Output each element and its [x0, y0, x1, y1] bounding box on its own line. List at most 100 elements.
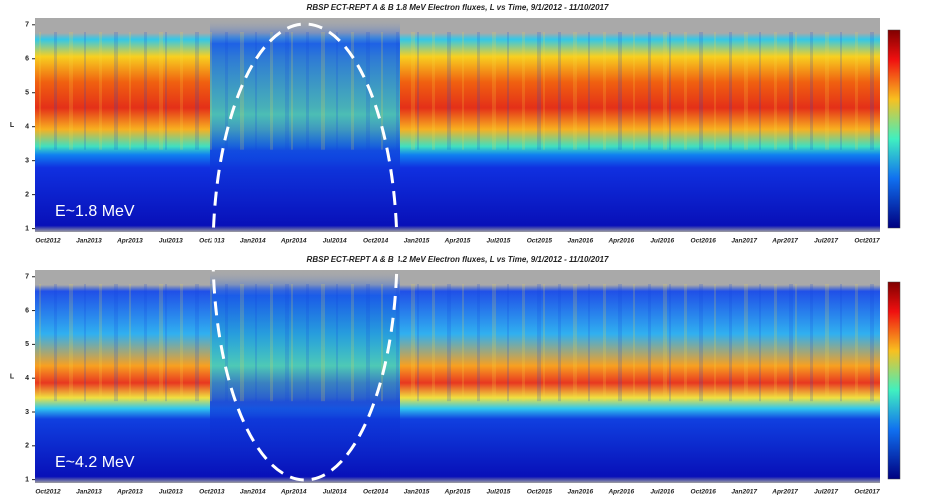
- texture-stripe: [558, 284, 561, 402]
- texture-stripe: [543, 32, 545, 150]
- x-tick-label: Jan2013: [76, 489, 102, 496]
- texture-stripe: [129, 32, 131, 150]
- texture-stripe: [663, 284, 667, 402]
- x-tick-label: Apr2016: [607, 238, 634, 245]
- texture-stripe: [159, 284, 163, 402]
- x-tick-label: Jan2013: [76, 238, 102, 245]
- texture-stripe: [714, 32, 716, 150]
- texture-stripe: [411, 32, 415, 150]
- texture-stripe: [855, 284, 858, 402]
- x-tick-label: Apr2013: [116, 238, 143, 245]
- x-tick-label: Apr2014: [280, 238, 307, 245]
- texture-stripe: [507, 32, 509, 150]
- y-tick-label: 5: [25, 341, 29, 348]
- texture-stripe: [84, 284, 86, 402]
- x-tick-label: Apr2017: [771, 238, 798, 245]
- x-tick-label: Jul2015: [487, 489, 511, 496]
- quiet-interval: [210, 18, 400, 232]
- texture-stripe: [225, 284, 228, 402]
- y-axis-label: L: [10, 373, 15, 380]
- texture-stripe: [165, 32, 167, 150]
- texture-stripe: [240, 284, 244, 402]
- texture-stripe: [270, 32, 273, 150]
- texture-stripe: [366, 284, 370, 402]
- x-tick-label: Jul2013: [159, 238, 183, 245]
- texture-stripe: [543, 284, 545, 402]
- texture-stripe: [825, 32, 829, 150]
- quiet-interval: [210, 270, 400, 483]
- texture-stripe: [144, 284, 147, 402]
- texture-stripe: [633, 32, 635, 150]
- texture-stripe: [855, 32, 858, 150]
- texture-stripe: [291, 32, 293, 150]
- x-tick-label: Oct2016: [691, 238, 717, 245]
- texture-stripe: [210, 32, 212, 150]
- x-tick-label: Apr2015: [444, 489, 471, 496]
- texture-stripe: [240, 32, 244, 150]
- x-tick-label: Oct2017: [854, 238, 880, 245]
- texture-stripe: [477, 32, 480, 150]
- texture-stripe: [573, 284, 577, 402]
- panel-title: RBSP ECT-REPT A & B 1.8 MeV Electron flu…: [307, 3, 609, 12]
- x-tick-label: Jul2015: [487, 238, 511, 245]
- texture-stripe: [588, 284, 590, 402]
- texture-stripe: [270, 284, 273, 402]
- texture-stripe: [522, 32, 525, 150]
- x-tick-label: Jul2016: [650, 238, 674, 245]
- texture-stripe: [603, 284, 606, 402]
- texture-stripe: [774, 284, 777, 402]
- spectrogram: [35, 270, 880, 483]
- texture-stripe: [810, 32, 813, 150]
- texture-stripe: [285, 32, 289, 150]
- texture-stripe: [180, 284, 183, 402]
- energy-label: E~1.8 MeV: [55, 203, 135, 220]
- y-tick-label: 7: [25, 22, 29, 29]
- texture-stripe: [759, 32, 761, 150]
- y-tick-label: 7: [25, 274, 29, 281]
- texture-stripe: [522, 284, 525, 402]
- texture-stripe: [699, 32, 703, 150]
- texture-stripe: [477, 284, 480, 402]
- y-tick-label: 2: [25, 191, 29, 198]
- texture-stripe: [39, 32, 41, 150]
- x-tick-label: Jul2017: [814, 489, 838, 496]
- x-tick-label: Jan2016: [568, 489, 594, 496]
- texture-stripe: [603, 32, 606, 150]
- texture-stripe: [180, 32, 183, 150]
- texture-stripe: [99, 284, 102, 402]
- x-tick-label: Jan2015: [404, 489, 430, 496]
- x-tick-label: Oct2016: [691, 489, 717, 496]
- x-tick-label: Jan2017: [731, 489, 757, 496]
- texture-stripe: [492, 284, 496, 402]
- texture-stripe: [165, 284, 167, 402]
- y-tick-label: 3: [25, 158, 29, 165]
- x-tick-label: Jul2017: [814, 238, 838, 245]
- texture-stripe: [699, 284, 703, 402]
- x-tick-label: Jul2016: [650, 489, 674, 496]
- x-tick-label: Jul2013: [159, 489, 183, 496]
- texture-stripe: [69, 32, 73, 150]
- texture-stripe: [684, 284, 687, 402]
- x-tick-label: Jan2016: [568, 238, 594, 245]
- texture-stripe: [114, 32, 118, 150]
- texture-stripe: [795, 32, 797, 150]
- texture-stripe: [729, 32, 732, 150]
- texture-stripe: [159, 32, 163, 150]
- texture-stripe: [114, 284, 118, 402]
- texture-stripe: [69, 284, 73, 402]
- x-tick-label: Jan2014: [240, 489, 266, 496]
- texture-stripe: [684, 32, 687, 150]
- texture-stripe: [744, 32, 748, 150]
- texture-stripe: [537, 284, 541, 402]
- texture-stripe: [396, 32, 399, 150]
- x-tick-label: Oct2015: [527, 238, 553, 245]
- texture-stripe: [366, 32, 370, 150]
- x-tick-label: Jul2014: [323, 238, 347, 245]
- texture-stripe: [54, 284, 57, 402]
- texture-stripe: [492, 32, 496, 150]
- x-tick-label: Apr2015: [444, 238, 471, 245]
- texture-stripe: [744, 284, 748, 402]
- x-tick-label: Oct2013: [199, 489, 225, 496]
- texture-stripe: [558, 32, 561, 150]
- texture-stripe: [432, 32, 435, 150]
